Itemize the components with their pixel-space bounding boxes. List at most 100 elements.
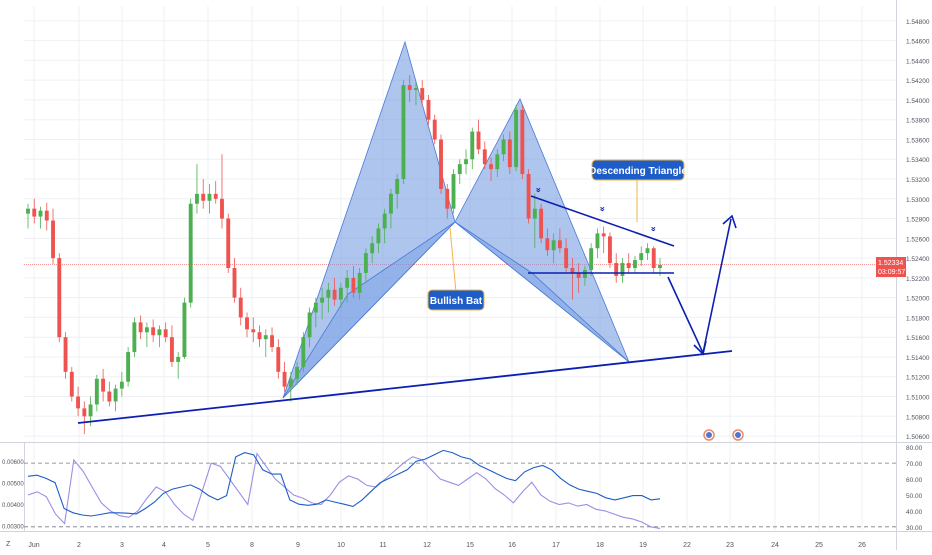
candle-body xyxy=(69,371,74,397)
candle-body xyxy=(539,208,544,239)
date-tick-label: 15 xyxy=(466,542,474,549)
date-tick-label: 3 xyxy=(120,542,124,549)
candle-body xyxy=(376,228,381,244)
osc-left-tick-label: 0.00600 xyxy=(2,460,24,466)
candle-body xyxy=(201,193,206,201)
candle-body xyxy=(288,378,293,387)
candle-body xyxy=(551,240,556,251)
candle-body xyxy=(51,220,55,259)
candle-body xyxy=(276,347,281,372)
candle-body xyxy=(270,335,274,348)
candle-body xyxy=(639,253,644,261)
date-tick-label: 23 xyxy=(726,542,734,549)
candle-body xyxy=(595,233,600,249)
candle-body xyxy=(144,327,149,333)
date-tick-label: 24 xyxy=(771,542,779,549)
candle-body xyxy=(176,356,181,362)
candle-body xyxy=(564,248,569,268)
candle-body xyxy=(251,329,256,333)
candle-body xyxy=(614,263,619,276)
date-tick-label: 10 xyxy=(337,542,345,549)
candle-body xyxy=(26,208,30,214)
candle-body xyxy=(257,332,262,340)
osc-right-tick-label: 70.00 xyxy=(906,461,923,468)
candle-body xyxy=(313,302,318,313)
candle-body xyxy=(626,263,631,268)
date-tick-label: 2 xyxy=(77,542,81,549)
candle-body xyxy=(44,210,49,221)
candle-body xyxy=(338,287,343,300)
atr-line xyxy=(27,449,661,517)
projection-arrowhead-down xyxy=(693,340,707,356)
osc-right-tick-label: 50.00 xyxy=(906,493,923,500)
bat-leg-bd xyxy=(454,221,630,363)
candle-body xyxy=(107,391,112,402)
candle-body xyxy=(207,193,212,201)
candle-body xyxy=(38,210,43,217)
descending-triangle-callout[interactable]: Descending Triangle xyxy=(589,159,687,222)
candle-body xyxy=(645,248,650,254)
projection-arrowhead-up xyxy=(722,214,737,229)
candle-body xyxy=(651,248,656,268)
osc-left-tick-label: 0.00400 xyxy=(2,503,24,509)
touch-marker-icon: » xyxy=(534,187,544,192)
candle-body xyxy=(526,174,531,219)
candle-body xyxy=(226,218,231,268)
candle-body xyxy=(88,404,93,417)
candle-body xyxy=(163,329,168,338)
candle-body xyxy=(169,337,174,362)
candle-body xyxy=(451,174,456,209)
ascending-trendline xyxy=(77,350,733,424)
bullish-bat-callout[interactable]: Bullish Bat xyxy=(427,227,485,311)
candle-body xyxy=(94,378,99,405)
candle-body xyxy=(363,253,368,273)
candle-body xyxy=(457,164,462,175)
candle-body xyxy=(370,243,375,254)
candle-body xyxy=(263,335,268,340)
date-tick-label: 16 xyxy=(508,542,516,549)
candle-body xyxy=(476,131,481,150)
candle-body xyxy=(232,267,237,298)
date-tick-label: 5 xyxy=(206,542,210,549)
date-tick-label: 4 xyxy=(162,542,166,549)
candle-body xyxy=(63,337,68,372)
osc-left-tick-label: 0.00500 xyxy=(2,482,24,488)
candle-body xyxy=(57,258,62,338)
candle-body xyxy=(151,327,156,336)
candle-body xyxy=(213,193,218,199)
candle-body xyxy=(420,88,425,100)
candle-body xyxy=(195,193,199,204)
candle-body xyxy=(295,366,300,379)
candle-body xyxy=(401,85,406,180)
price-tick-label: 1.53600 xyxy=(906,137,930,144)
price-tick-label: 1.51200 xyxy=(906,375,930,382)
last-price-label: 1.52334 xyxy=(878,260,903,267)
candle-body xyxy=(345,277,350,288)
candle-body xyxy=(464,159,468,165)
event-markers[interactable] xyxy=(703,429,744,441)
candle-body xyxy=(101,378,106,392)
date-tick-label: 11 xyxy=(379,542,386,549)
candle-body xyxy=(126,352,131,382)
candle-body xyxy=(620,263,625,276)
candle-body xyxy=(489,164,493,170)
date-tick-label: 9 xyxy=(296,542,300,549)
price-tick-label: 1.53400 xyxy=(906,157,930,164)
osc-right-tick-label: 40.00 xyxy=(906,509,923,516)
candle-body xyxy=(608,236,612,264)
candle-body xyxy=(658,265,662,268)
candle-body xyxy=(576,272,581,278)
candle-body xyxy=(357,272,362,293)
candle-body xyxy=(414,88,418,91)
candle-body xyxy=(445,188,450,209)
triangle-upper-line xyxy=(530,195,675,247)
candle-body xyxy=(245,317,249,330)
osc-right-tick-label: 60.00 xyxy=(906,477,923,484)
candle-body xyxy=(157,329,162,336)
price-tick-label: 1.52600 xyxy=(906,236,930,243)
candle-body xyxy=(557,240,562,249)
candle-body xyxy=(282,371,287,387)
candle-body xyxy=(138,322,143,333)
osc-right-tick-label: 30.00 xyxy=(906,525,923,532)
candle-body xyxy=(589,248,594,270)
